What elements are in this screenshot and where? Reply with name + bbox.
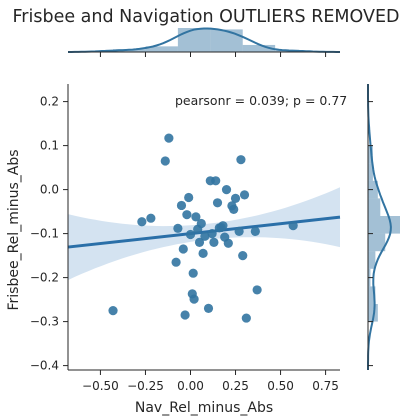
scatter-point: [160, 156, 170, 166]
scatter-point: [221, 185, 232, 195]
top-marginal-ticks: [99, 52, 327, 57]
scatter-point: [230, 193, 241, 203]
scatter-point: [234, 226, 244, 236]
scatter-point: [200, 231, 210, 241]
scatter-point: [178, 244, 188, 254]
top-marginal-histogram: [113, 28, 308, 52]
x-tick-label: 0.25: [222, 379, 249, 393]
scatter-point: [185, 229, 196, 240]
scatter-point: [171, 257, 181, 267]
scatter-point: [176, 200, 187, 211]
right-marginal-kde-curve: [367, 84, 392, 370]
scatter-point: [137, 217, 147, 227]
top-marginal: [68, 27, 340, 57]
scatter-point: [218, 221, 228, 231]
scatter-point: [236, 155, 246, 165]
chart-title: Frisbee and Navigation OUTLIERS REMOVED: [13, 7, 400, 27]
x-tick-label: 0.50: [267, 379, 294, 393]
scatter-point: [191, 212, 201, 222]
top-histogram-bar: [145, 46, 178, 52]
scatter-point: [238, 251, 248, 261]
scatter-point: [288, 221, 298, 231]
right-histogram-bar: [368, 198, 381, 216]
y-tick-label: −0.2: [30, 271, 59, 285]
y-axis-label: Frisbee_Rel_minus_Abs: [6, 149, 22, 310]
y-tick-label: −0.4: [30, 359, 59, 373]
scatter-point: [146, 213, 156, 223]
right-histogram-bar: [368, 251, 376, 269]
top-marginal-kde-curve: [68, 27, 340, 53]
right-marginal: [367, 84, 400, 370]
right-histogram-bar: [368, 216, 400, 234]
y-tick-label: −0.3: [30, 315, 59, 329]
top-histogram-bar: [210, 29, 243, 52]
x-axis-label: Nav_Rel_minus_Abs: [135, 400, 273, 416]
scatter-point: [182, 210, 192, 220]
scatter-point: [196, 218, 206, 229]
scatter-point: [211, 176, 221, 186]
pearson-annotation: pearsonr = 0.039; p = 0.77: [175, 93, 347, 108]
scatter-point: [194, 237, 205, 247]
scatter-point: [252, 285, 262, 295]
scatter-point: [184, 192, 194, 203]
right-histogram-bar: [368, 304, 378, 322]
right-histogram-bar: [368, 233, 386, 252]
x-axis-ticks: −0.50 −0.25 0.00 0.25 0.50 0.75: [82, 370, 339, 393]
x-tick-label: −0.50: [82, 379, 119, 393]
scatter-point: [207, 229, 217, 239]
top-histogram-bar: [177, 28, 211, 52]
right-marginal-ticks: [368, 101, 373, 367]
scatter-points: [108, 133, 298, 323]
scatter-point: [223, 238, 233, 248]
scatter-point: [239, 190, 250, 200]
scatter-point: [164, 133, 174, 143]
scatter-point: [188, 268, 198, 278]
scatter-point: [250, 226, 260, 236]
scatter-point: [241, 313, 251, 323]
x-tick-label: −0.25: [127, 379, 164, 393]
scatter-point: [180, 310, 190, 320]
y-axis-ticks: −0.4 −0.3 −0.2 −0.1 0.0 0.1 0.2: [30, 95, 68, 373]
scatter-point: [173, 223, 183, 233]
right-histogram-bar: [368, 286, 376, 304]
top-histogram-bar: [242, 44, 276, 52]
y-tick-label: 0.2: [40, 95, 59, 109]
scatter-point: [229, 204, 239, 214]
y-tick-label: 0.1: [40, 139, 59, 153]
main-plot: −0.50 −0.25 0.00 0.25 0.50 0.75 −0.4−0.3−0.2−…: [6, 84, 347, 416]
y-tick-label: 0.0: [40, 183, 59, 197]
scatter-point: [212, 198, 223, 208]
y-tick-label: −0.1: [30, 227, 59, 241]
scatter-point: [203, 303, 214, 313]
scatter-point: [209, 237, 219, 247]
scatter-point: [189, 294, 199, 304]
right-histogram-bar: [368, 163, 373, 181]
x-tick-label: 0.00: [177, 379, 204, 393]
x-tick-label: 0.75: [312, 379, 339, 393]
scatter-point: [108, 306, 118, 316]
scatter-point: [198, 248, 208, 258]
